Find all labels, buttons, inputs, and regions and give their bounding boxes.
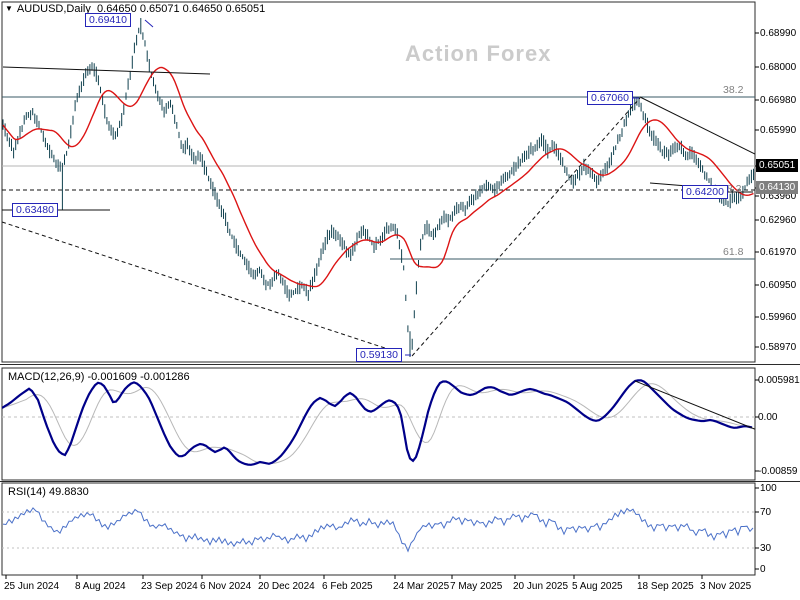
panel-border xyxy=(1,1,756,363)
price-tag-069410[interactable]: 0.69410 xyxy=(85,13,131,27)
price-tag-067060[interactable]: 0.67060 xyxy=(587,91,633,105)
price-axis-label: 0.62960 xyxy=(760,215,797,226)
macd-trendline[interactable] xyxy=(634,380,757,430)
time-axis-label: 25 Jun 2024 xyxy=(4,581,60,592)
current-price-badge: 0.65051 xyxy=(756,159,799,172)
macd-axis-label: -0.00859 xyxy=(758,466,798,477)
price-axis-label: 0.63960 xyxy=(760,191,797,202)
fib-label-618-1: 61.8 xyxy=(723,246,744,258)
price-tag-059130[interactable]: 0.59130 xyxy=(356,348,402,362)
time-axis-label: 8 Aug 2024 xyxy=(75,581,126,592)
candlestick-series[interactable] xyxy=(2,18,754,357)
macd-axis-label: 0.005981 xyxy=(758,375,800,386)
chart-title: ▼ AUDUSD,Daily 0.64650 0.65071 0.64650 0.… xyxy=(5,3,265,15)
bid-price-badge: 0.64130 xyxy=(756,181,799,194)
axis-ticks xyxy=(5,32,759,579)
panel-border xyxy=(1,367,756,481)
time-axis-label: 23 Sep 2024 xyxy=(141,581,198,592)
moving-average-line[interactable] xyxy=(2,66,754,288)
macd-values: -0.001609 -0.001286 xyxy=(87,371,190,383)
panel-borders xyxy=(0,1,800,576)
rsi-axis-label: 70 xyxy=(760,507,772,518)
overlay-lines-under xyxy=(2,96,755,260)
time-axis-label: 3 Nov 2025 xyxy=(700,581,752,592)
time-axis-label: 5 Aug 2025 xyxy=(572,581,623,592)
watermark: Action Forex xyxy=(405,41,552,66)
rsi-axis-label: 100 xyxy=(760,483,777,494)
time-axis-label: 20 Jun 2025 xyxy=(513,581,569,592)
price-axis-label: 0.66980 xyxy=(760,95,797,106)
price-axis-label: 0.68000 xyxy=(760,62,797,73)
price-axis-label: 0.65990 xyxy=(760,125,797,136)
macd-label: MACD(12,26,9) -0.001609 -0.001286 xyxy=(8,371,190,383)
macd-main-line[interactable] xyxy=(2,379,753,466)
rsi-label: RSI(14) 49.8830 xyxy=(8,486,89,498)
ohlc-values: 0.64650 0.65071 0.64650 0.65051 xyxy=(97,3,266,15)
rsi-axis-label: 0 xyxy=(760,564,766,575)
macd-trendline-group[interactable] xyxy=(634,380,757,430)
time-axis-label: 24 Mar 2025 xyxy=(393,581,450,592)
price-axis-label: 0.60950 xyxy=(760,280,797,291)
price-tag-063480[interactable]: 0.63480 xyxy=(12,203,58,217)
fib-label-382-0: 38.2 xyxy=(723,84,744,96)
rsi-axis-label: 30 xyxy=(760,543,772,554)
time-axis-label: 18 Sep 2025 xyxy=(637,581,694,592)
price-axis-label: 0.58970 xyxy=(760,342,797,353)
rsi-line[interactable] xyxy=(2,507,754,553)
price-axis-label: 0.68990 xyxy=(760,28,797,39)
trendlines[interactable] xyxy=(0,19,757,357)
rising-dashed-trendline[interactable] xyxy=(411,97,641,357)
price-axis-label: 0.59960 xyxy=(760,312,797,323)
price-axis[interactable] xyxy=(755,0,800,575)
macd-axis-label: 0.00 xyxy=(758,412,778,423)
price-axis-label: 0.61970 xyxy=(760,247,797,258)
time-axis-label: 6 Nov 2024 xyxy=(200,581,252,592)
tag-connector-69410[interactable] xyxy=(144,19,154,28)
symbol-dropdown-icon[interactable]: ▼ xyxy=(5,4,13,13)
price-tag-064200[interactable]: 0.64200 xyxy=(682,185,728,199)
time-axis-label: 6 Feb 2025 xyxy=(322,581,373,592)
grid-lines xyxy=(2,416,755,549)
falling-dashed-trendline[interactable] xyxy=(2,221,398,353)
peak-trendline[interactable] xyxy=(639,96,757,155)
time-axis-label: 7 May 2025 xyxy=(450,581,503,592)
macd-signal-line xyxy=(2,383,753,465)
time-axis[interactable] xyxy=(0,576,800,600)
rsi-value: 49.8830 xyxy=(48,486,89,498)
panel-border xyxy=(1,482,756,576)
upper-trendline[interactable] xyxy=(2,66,211,75)
time-axis-label: 20 Dec 2024 xyxy=(258,581,315,592)
symbol-name: AUDUSD,Daily xyxy=(16,3,91,15)
